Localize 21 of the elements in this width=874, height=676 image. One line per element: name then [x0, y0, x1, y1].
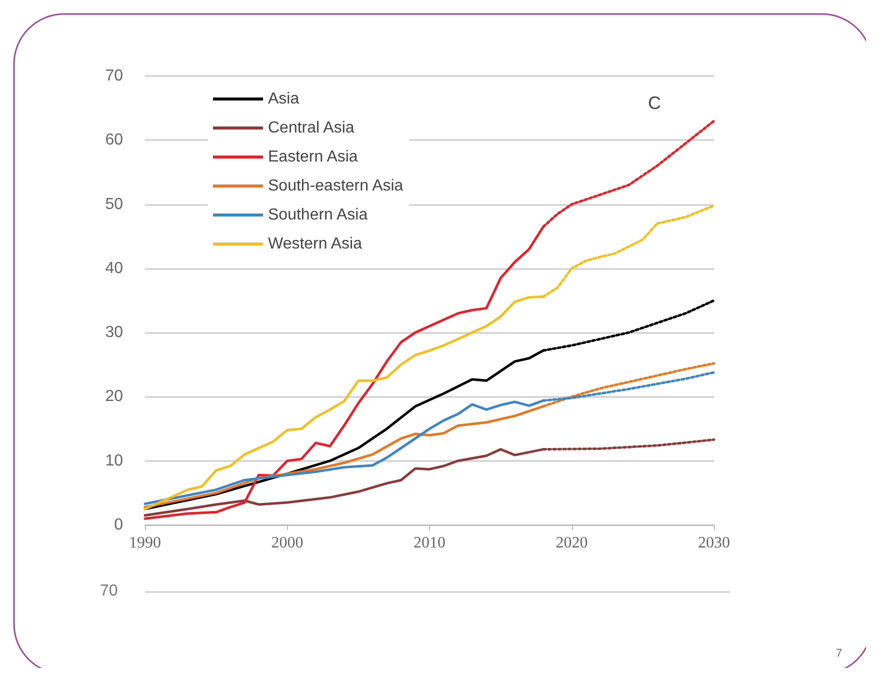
- x-tick-label: 2030: [698, 534, 730, 552]
- x-tick-label: 2000: [271, 534, 304, 552]
- x-tick-label: 1990: [129, 534, 161, 552]
- legend-label: Asia: [268, 90, 300, 108]
- y-tick-label: 50: [105, 196, 124, 213]
- legend-label: Southern Asia: [268, 206, 368, 224]
- y-tick-label: 10: [105, 452, 124, 470]
- text: 7: [836, 648, 842, 660]
- y-tick-label: 0: [114, 516, 124, 534]
- x-tick-label: 2020: [556, 534, 588, 552]
- y-tick-label: 30: [105, 324, 124, 342]
- y-tick-label: 60: [105, 132, 124, 149]
- legend-label: South-eastern Asia: [268, 178, 404, 194]
- y-tick-label: 20: [105, 388, 124, 406]
- legend-label: Western Asia: [268, 236, 362, 252]
- annotation: C: [648, 93, 661, 113]
- legend-label: Eastern Asia: [268, 148, 358, 166]
- y-tick-label: 40: [105, 260, 124, 277]
- x-tick-label: 2010: [414, 534, 446, 552]
- y-tick-label: 70: [105, 68, 124, 84]
- legend-label: Central Asia: [268, 120, 354, 136]
